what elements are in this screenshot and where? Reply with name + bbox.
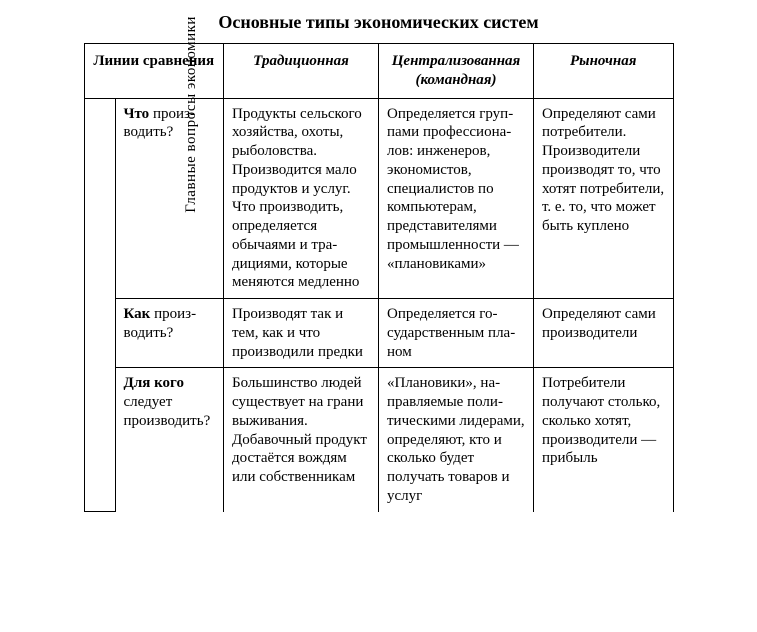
cell-traditional: Производят так и тем, как и что производ… [224, 299, 379, 368]
side-label-cell: Главные вопросы экономики [84, 98, 115, 512]
cell-centralized: Определяется груп­пами профессиона­лов: … [379, 98, 534, 299]
page: Основные типы экономических систем Линии… [0, 0, 757, 512]
cell-market: Потребители получают столь­ко, сколько х… [534, 368, 674, 512]
question-bold: Для кого [124, 375, 184, 391]
cell-centralized: «Плановики», на­правляемые поли­тическим… [379, 368, 534, 512]
cell-traditional: Большинство лю­дей существует на грани в… [224, 368, 379, 512]
col-header-traditional: Традиционная [224, 44, 379, 99]
cell-market: Определяют сами производи­тели [534, 299, 674, 368]
col-header-lines: Линии сравнения [84, 44, 224, 99]
cell-traditional: Продукты сель­ского хозяйства, охоты, ры… [224, 98, 379, 299]
table-row: Для кого следует произво­дить? Большинст… [84, 368, 673, 512]
question-bold: Что [124, 106, 150, 122]
question-rest: следует произво­дить? [124, 394, 211, 429]
cell-market: Определяют сами потребите­ли. Производи­… [534, 98, 674, 299]
question-cell: Что произ­водить? [115, 98, 224, 299]
question-bold: Как [124, 306, 151, 322]
page-title: Основные типы экономических систем [0, 12, 757, 33]
col-header-centralized: Централизован­ная (командная) [379, 44, 534, 99]
table-row: Главные вопросы экономики Что произ­води… [84, 98, 673, 299]
cell-centralized: Определяется го­сударственным пла­ном [379, 299, 534, 368]
table-row: Как произ­водить? Производят так и тем, … [84, 299, 673, 368]
col-header-market: Рыночная [534, 44, 674, 99]
table-header-row: Линии сравнения Традиционная Централизов… [84, 44, 673, 99]
side-label: Главные вопросы экономики [181, 16, 200, 213]
systems-table: Линии сравнения Традиционная Централизов… [84, 43, 674, 512]
question-cell: Как произ­водить? [115, 299, 224, 368]
question-cell: Для кого следует произво­дить? [115, 368, 224, 512]
